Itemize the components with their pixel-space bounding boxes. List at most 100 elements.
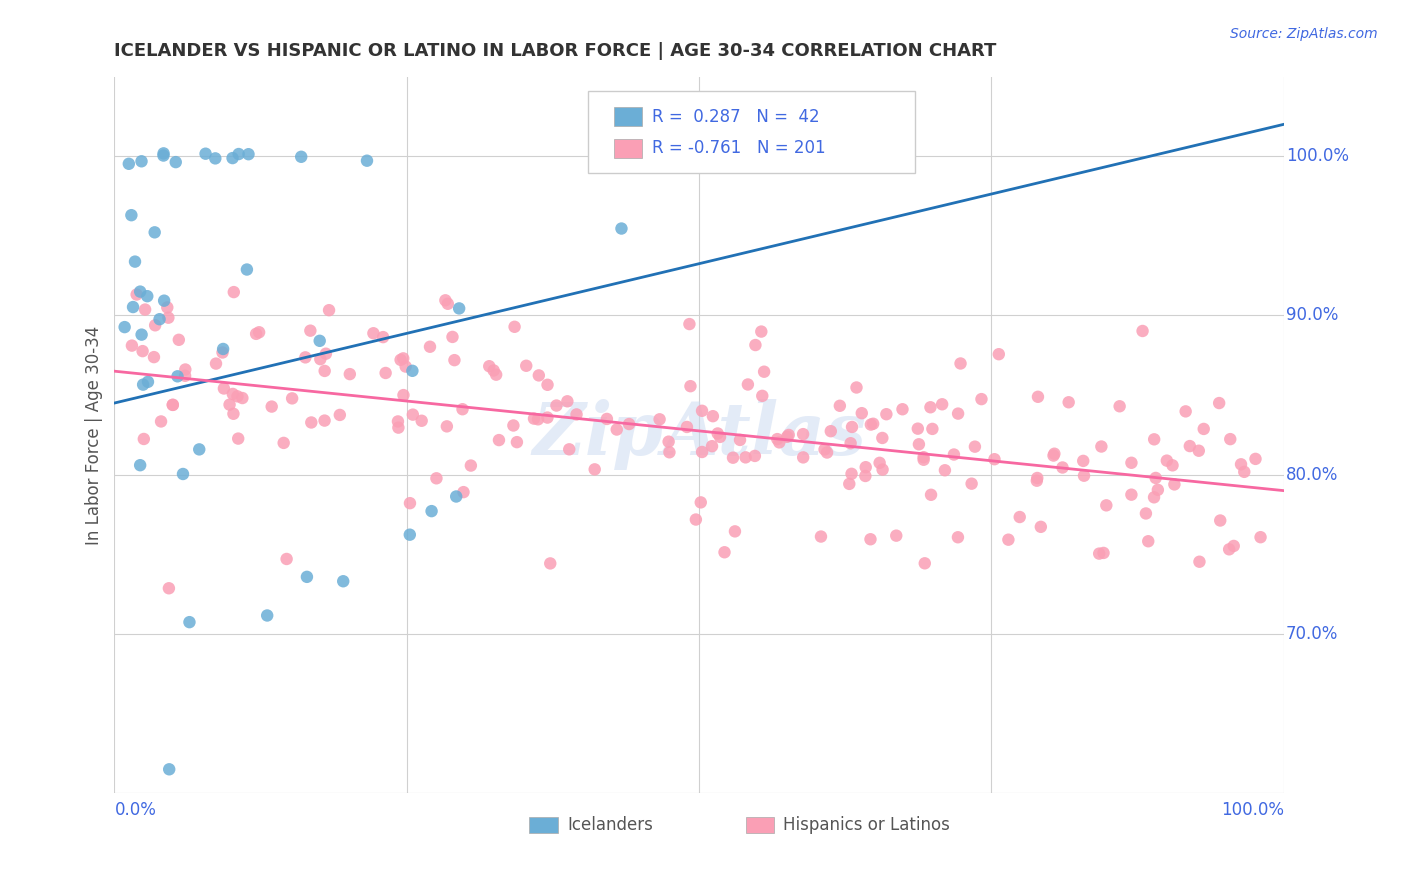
Point	[314, 364, 336, 378]
Point	[1178, 439, 1201, 453]
Text: 70.0%: 70.0%	[1286, 625, 1339, 643]
Point	[1209, 514, 1232, 528]
Point	[907, 422, 929, 436]
Point	[131, 154, 153, 169]
Point	[810, 530, 832, 544]
Point	[768, 435, 790, 450]
Point	[205, 357, 228, 371]
Point	[188, 442, 211, 457]
Point	[125, 287, 148, 301]
Point	[960, 476, 983, 491]
Point	[134, 302, 156, 317]
Point	[1026, 471, 1049, 485]
Point	[162, 398, 184, 412]
Text: ZipAtlas: ZipAtlas	[531, 400, 866, 470]
Point	[1137, 534, 1160, 549]
Point	[1218, 542, 1240, 557]
Point	[734, 450, 756, 465]
Point	[744, 449, 766, 463]
Point	[1188, 555, 1211, 569]
Point	[449, 301, 471, 316]
Point	[212, 382, 235, 396]
Text: 90.0%: 90.0%	[1286, 307, 1339, 325]
Point	[143, 350, 166, 364]
Point	[260, 400, 283, 414]
FancyBboxPatch shape	[745, 817, 773, 832]
Point	[1088, 547, 1111, 561]
Point	[309, 352, 332, 367]
Point	[437, 297, 460, 311]
Point	[724, 524, 747, 539]
Point	[290, 150, 312, 164]
Point	[122, 300, 145, 314]
Point	[583, 462, 606, 476]
Point	[356, 153, 378, 168]
Point	[387, 414, 409, 428]
Point	[1121, 456, 1143, 470]
Point	[1143, 433, 1166, 447]
Point	[221, 151, 243, 165]
Text: Source: ZipAtlas.com: Source: ZipAtlas.com	[1230, 27, 1378, 41]
Point	[851, 406, 873, 420]
Point	[152, 146, 174, 161]
Point	[921, 422, 943, 436]
Point	[451, 402, 474, 417]
Point	[131, 344, 153, 359]
Point	[853, 469, 876, 483]
Point	[815, 445, 838, 459]
Point	[1250, 530, 1272, 544]
Point	[1025, 474, 1047, 488]
Point	[152, 148, 174, 162]
Point	[713, 545, 735, 559]
Point	[862, 417, 884, 431]
Point	[1192, 422, 1215, 436]
Point	[1071, 454, 1094, 468]
Point	[136, 375, 159, 389]
Point	[700, 439, 723, 453]
Point	[1132, 324, 1154, 338]
Point	[527, 412, 550, 426]
Point	[841, 467, 863, 481]
Point	[676, 420, 699, 434]
Point	[174, 362, 197, 376]
Point	[523, 411, 546, 425]
Point	[845, 380, 868, 394]
Point	[565, 408, 588, 422]
Point	[536, 410, 558, 425]
Point	[1222, 539, 1244, 553]
Point	[121, 338, 143, 352]
Point	[153, 293, 176, 308]
Point	[436, 419, 458, 434]
Point	[387, 420, 409, 434]
Point	[685, 512, 707, 526]
Point	[828, 399, 851, 413]
Point	[934, 463, 956, 477]
Point	[444, 490, 467, 504]
Point	[503, 319, 526, 334]
Point	[156, 301, 179, 315]
Point	[363, 326, 385, 341]
Point	[231, 391, 253, 405]
Point	[970, 392, 993, 406]
Point	[778, 428, 800, 442]
Point	[1042, 449, 1064, 463]
Point	[281, 392, 304, 406]
Point	[557, 394, 579, 409]
Point	[167, 333, 190, 347]
Point	[1026, 390, 1049, 404]
Point	[143, 318, 166, 333]
Text: R =  0.287   N =  42: R = 0.287 N = 42	[652, 108, 820, 126]
Point	[157, 310, 180, 325]
Point	[204, 152, 226, 166]
Point	[434, 293, 457, 308]
Point	[165, 155, 187, 169]
Point	[478, 359, 501, 374]
Point	[148, 312, 170, 326]
Point	[515, 359, 537, 373]
Point	[329, 408, 352, 422]
Point	[558, 442, 581, 457]
Point	[689, 495, 711, 509]
Text: ICELANDER VS HISPANIC OR LATINO IN LABOR FORCE | AGE 30-34 CORRELATION CHART: ICELANDER VS HISPANIC OR LATINO IN LABOR…	[114, 42, 997, 60]
Point	[690, 445, 713, 459]
Point	[295, 570, 318, 584]
